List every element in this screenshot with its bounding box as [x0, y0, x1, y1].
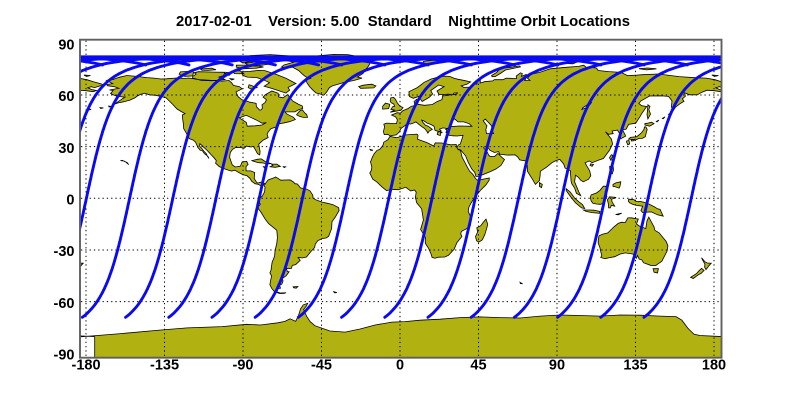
svg-text:-180: -180 [71, 357, 100, 373]
svg-text:2017-02-01 Version: 5.00 S: 2017-02-01 Version: 5.00 Standard Nightt… [176, 14, 630, 30]
svg-text:0: 0 [66, 193, 74, 209]
svg-text:30: 30 [58, 141, 74, 157]
svg-text:-60: -60 [54, 296, 75, 312]
svg-text:90: 90 [58, 38, 74, 54]
svg-text:-45: -45 [311, 357, 332, 373]
svg-text:135: 135 [623, 357, 647, 373]
svg-text:60: 60 [58, 89, 74, 105]
svg-text:90: 90 [549, 357, 565, 373]
svg-text:-90: -90 [233, 357, 254, 373]
svg-text:180: 180 [702, 357, 726, 373]
svg-text:-90: -90 [54, 348, 75, 364]
svg-text:-30: -30 [54, 244, 75, 260]
svg-text:-135: -135 [150, 357, 179, 373]
svg-text:0: 0 [396, 357, 404, 373]
svg-text:45: 45 [470, 357, 486, 373]
